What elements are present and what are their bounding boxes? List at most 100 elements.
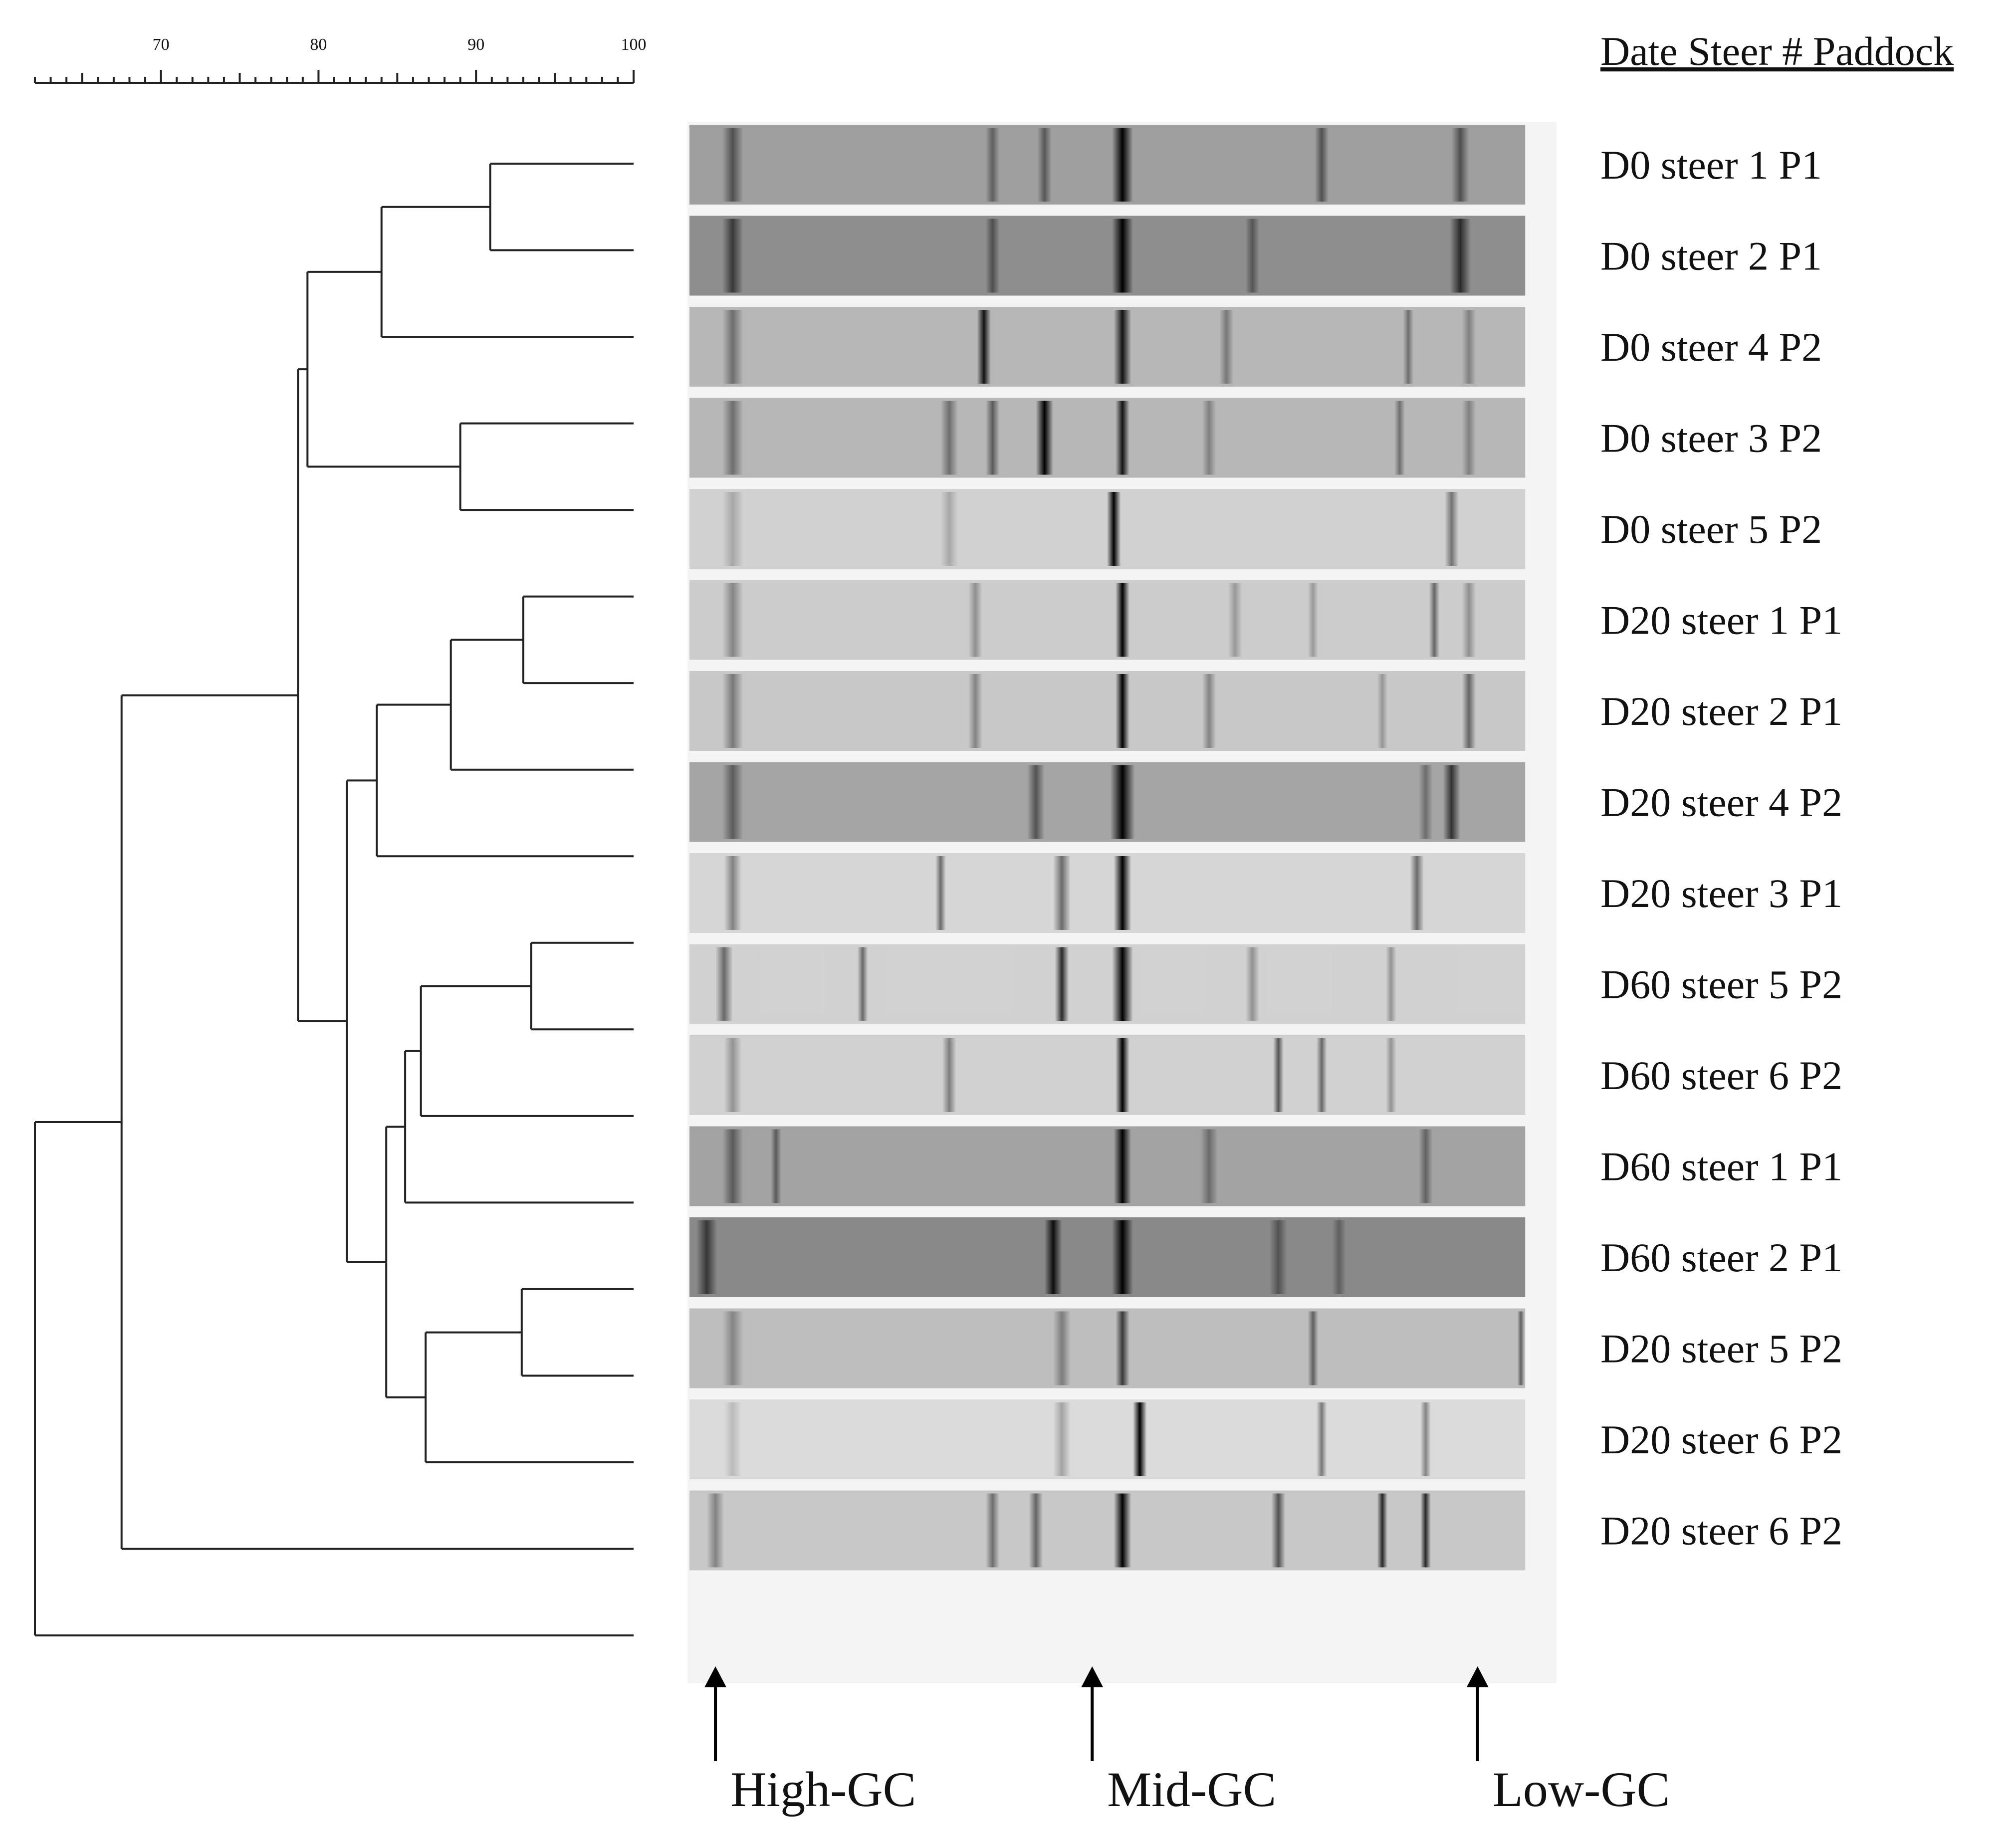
arrow-head-icon (1466, 1666, 1489, 1687)
scale-tick-label: 100 (621, 35, 647, 54)
gel-band (1308, 583, 1319, 657)
gel-band (1112, 128, 1133, 202)
gel-band (1308, 1311, 1319, 1385)
gel-band (1114, 856, 1131, 930)
gel-band (985, 401, 1000, 475)
gel-lane (689, 216, 1526, 296)
gel-lane (689, 1308, 1526, 1388)
lane-label: D60 steer 2 P1 (1600, 1235, 1842, 1280)
gel-band (1377, 674, 1388, 748)
gel-band (722, 310, 743, 384)
scale-tick-label: 80 (310, 35, 327, 54)
lane-smear (689, 853, 1526, 933)
gel-band (1053, 856, 1071, 930)
lane-smear (689, 398, 1526, 478)
gel-band (985, 219, 1000, 293)
gel-band (985, 128, 1000, 202)
gel-band (935, 856, 946, 930)
gc-marker-label: High-GC (730, 1762, 916, 1817)
lane-label: D60 steer 6 P2 (1600, 1053, 1842, 1098)
gel-band (1377, 1493, 1388, 1568)
lane-smear (689, 1399, 1526, 1479)
gel-band (1420, 1493, 1431, 1568)
gel-band (722, 765, 743, 839)
gel-band (724, 1038, 742, 1112)
header-label: Date Steer # Paddock (1600, 28, 1954, 74)
gel-lane (689, 1399, 1526, 1479)
gel-lane (689, 307, 1526, 387)
gel-band (1273, 1038, 1284, 1112)
gel-band (1036, 401, 1054, 475)
gel-band (722, 219, 743, 293)
arrow-head-icon (704, 1666, 727, 1687)
gel-band (1044, 1220, 1062, 1294)
gel-band (1116, 1311, 1129, 1385)
gel-band (1116, 401, 1129, 475)
gel-band (940, 492, 958, 566)
lane-label: D20 steer 4 P2 (1600, 780, 1842, 825)
gel-band (1029, 1493, 1043, 1568)
gel-band (1107, 492, 1121, 566)
gel-band (722, 128, 743, 202)
gel-lane (689, 1217, 1526, 1297)
gel-band (722, 1129, 743, 1203)
gel-lane (689, 944, 1526, 1024)
gel-band (771, 1129, 782, 1203)
lane-label: D60 steer 5 P2 (1600, 962, 1842, 1007)
lane-label: D0 steer 2 P1 (1600, 233, 1822, 279)
lane-label: D20 steer 2 P1 (1600, 688, 1842, 734)
gel-band (1114, 1129, 1131, 1203)
gel-band (1410, 856, 1424, 930)
lane-smear (689, 1126, 1526, 1206)
gel-band (1418, 765, 1433, 839)
gel-band (1228, 583, 1242, 657)
gel-band (1245, 947, 1260, 1021)
gel-band (1114, 1493, 1131, 1568)
gel-band (1450, 219, 1471, 293)
gel-band (1219, 310, 1234, 384)
gel-band (1420, 1402, 1431, 1476)
gel-lane (689, 398, 1526, 478)
gel-band (1429, 583, 1440, 657)
gel-band (1385, 947, 1396, 1021)
gel-band (1316, 1038, 1327, 1112)
gel-band (722, 492, 743, 566)
gel-band (715, 947, 733, 1021)
gel-band (1462, 401, 1476, 475)
scale-labels: 70 80 90 100 (153, 35, 647, 54)
gc-marker: Low-GC (1466, 1666, 1670, 1817)
scale-tick-label: 90 (467, 35, 484, 54)
gel-band (1132, 1402, 1147, 1476)
gel-band (1114, 310, 1131, 384)
gel-band (722, 674, 743, 748)
gel-image (687, 122, 1557, 1683)
gc-marker: High-GC (704, 1666, 916, 1817)
gel-band (1200, 1129, 1218, 1203)
gel-band (940, 401, 958, 475)
gel-band (706, 1493, 724, 1568)
gel-band (722, 583, 743, 657)
lane-label: D20 steer 6 P2 (1600, 1508, 1842, 1554)
gel-lane (689, 1490, 1526, 1571)
gel-band (696, 1220, 717, 1294)
gel-band (1112, 1220, 1133, 1294)
gel-lane (689, 580, 1526, 660)
lane-smear (689, 762, 1526, 842)
lane-smear (689, 1217, 1526, 1297)
lane-smear (689, 944, 1526, 1024)
gel-band (724, 856, 742, 930)
gel-band (968, 674, 982, 748)
gel-band (1462, 310, 1476, 384)
scale-ticks (34, 70, 635, 83)
gel-lane (689, 1035, 1526, 1115)
gel-band (1403, 310, 1414, 384)
gel-lane (689, 853, 1526, 933)
gel-band (1245, 219, 1260, 293)
arrow-head-icon (1081, 1666, 1104, 1687)
lane-labels: D0 steer 1 P1 D0 steer 2 P1 D0 steer 4 P2 D… (1600, 142, 1842, 1554)
lane-label: D0 steer 4 P2 (1600, 324, 1822, 370)
gel-band (1116, 674, 1129, 748)
gel-band (1316, 1402, 1327, 1476)
gel-band (722, 1311, 743, 1385)
